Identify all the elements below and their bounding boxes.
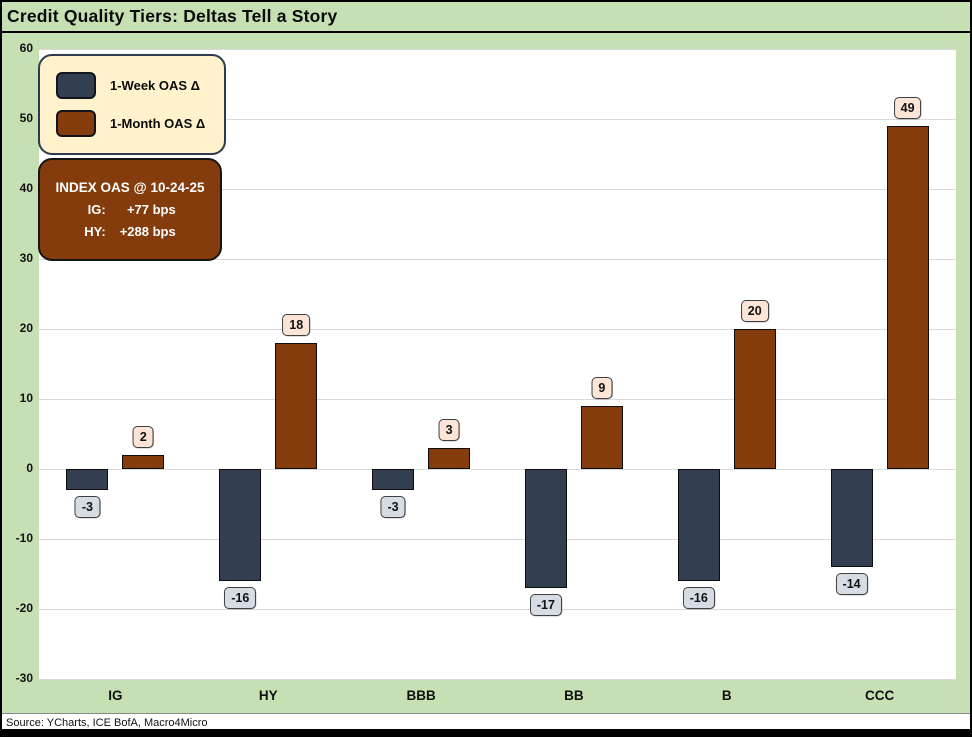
x-axis-label-ccc: CCC <box>864 688 895 703</box>
value-label: -3 <box>74 496 100 518</box>
gridline <box>39 609 956 610</box>
y-tick-label: 0 <box>26 461 33 475</box>
y-tick-label: 10 <box>19 391 33 405</box>
x-axis-label-bbb: BBB <box>406 688 436 703</box>
bar-month-bb <box>580 406 623 469</box>
source-text: Source: YCharts, ICE BofA, Macro4Micro <box>6 716 208 729</box>
bar-week-ig <box>66 469 109 490</box>
value-label: -16 <box>224 587 257 609</box>
bar-month-ig <box>122 455 165 469</box>
bar-week-bbb <box>372 469 415 490</box>
bottom-rule <box>2 729 970 735</box>
legend-label: 1-Month OAS Δ <box>110 116 206 131</box>
gridline <box>39 259 956 260</box>
y-tick-label: -30 <box>15 671 33 685</box>
value-label: -3 <box>380 496 406 518</box>
y-tick-label: 60 <box>19 41 33 55</box>
value-label: -17 <box>529 594 562 616</box>
y-tick-label: 20 <box>19 321 33 335</box>
bar-month-bbb <box>428 448 471 469</box>
bar-week-ccc <box>830 469 873 567</box>
y-tick-label: 40 <box>19 181 33 195</box>
index-oas-hy-value: +288 bps <box>119 224 176 239</box>
x-axis-label-b: B <box>721 688 732 703</box>
bar-week-hy <box>219 469 262 581</box>
value-label: 9 <box>591 377 613 399</box>
week-swatch-icon <box>56 72 96 99</box>
gridline <box>39 49 956 50</box>
y-tick-label: -10 <box>15 531 33 545</box>
index-oas-ig-value: +77 bps <box>126 202 176 217</box>
gridline <box>39 679 956 680</box>
x-axis-label-ig: IG <box>108 688 123 703</box>
gridline <box>39 539 956 540</box>
gridline <box>39 189 956 190</box>
index-oas-rows: IG: +77 bps HY: +288 bps <box>84 202 175 239</box>
value-label: 20 <box>740 300 769 322</box>
bar-week-b <box>677 469 720 581</box>
y-tick-label: 30 <box>19 251 33 265</box>
bar-month-hy <box>275 343 318 469</box>
chart-title: Credit Quality Tiers: Deltas Tell a Stor… <box>7 6 338 26</box>
index-oas-callout: INDEX OAS @ 10-24-25 IG: +77 bps HY: +28… <box>38 158 222 261</box>
gridline <box>39 329 956 330</box>
value-label: -14 <box>835 573 868 595</box>
legend-label: 1-Week OAS Δ <box>110 78 201 93</box>
gridline <box>39 119 956 120</box>
legend-item-month: 1-Month OAS Δ <box>56 110 224 137</box>
month-swatch-icon <box>56 110 96 137</box>
value-label: 49 <box>893 97 922 119</box>
legend-item-week: 1-Week OAS Δ <box>56 72 224 99</box>
index-oas-title: INDEX OAS @ 10-24-25 <box>55 180 205 195</box>
y-tick-label: 50 <box>19 111 33 125</box>
y-tick-label: -20 <box>15 601 33 615</box>
value-label: 2 <box>132 426 154 448</box>
legend: 1-Week OAS Δ 1-Month OAS Δ <box>38 54 226 155</box>
x-axis-label-bb: BB <box>564 688 584 703</box>
value-label: -16 <box>682 587 715 609</box>
gridline <box>39 399 956 400</box>
index-oas-hy-label: HY: <box>84 224 106 239</box>
value-label: 3 <box>438 419 460 441</box>
source-bar: Source: YCharts, ICE BofA, Macro4Micro <box>2 713 970 731</box>
gridline <box>39 469 956 470</box>
bar-month-b <box>733 329 776 469</box>
index-oas-ig-label: IG: <box>87 202 106 217</box>
bar-month-ccc <box>886 126 929 469</box>
bar-week-bb <box>524 469 567 588</box>
value-label: 18 <box>282 314 311 336</box>
chart-title-bar: Credit Quality Tiers: Deltas Tell a Stor… <box>2 2 970 33</box>
x-axis-label-hy: HY <box>258 688 278 703</box>
